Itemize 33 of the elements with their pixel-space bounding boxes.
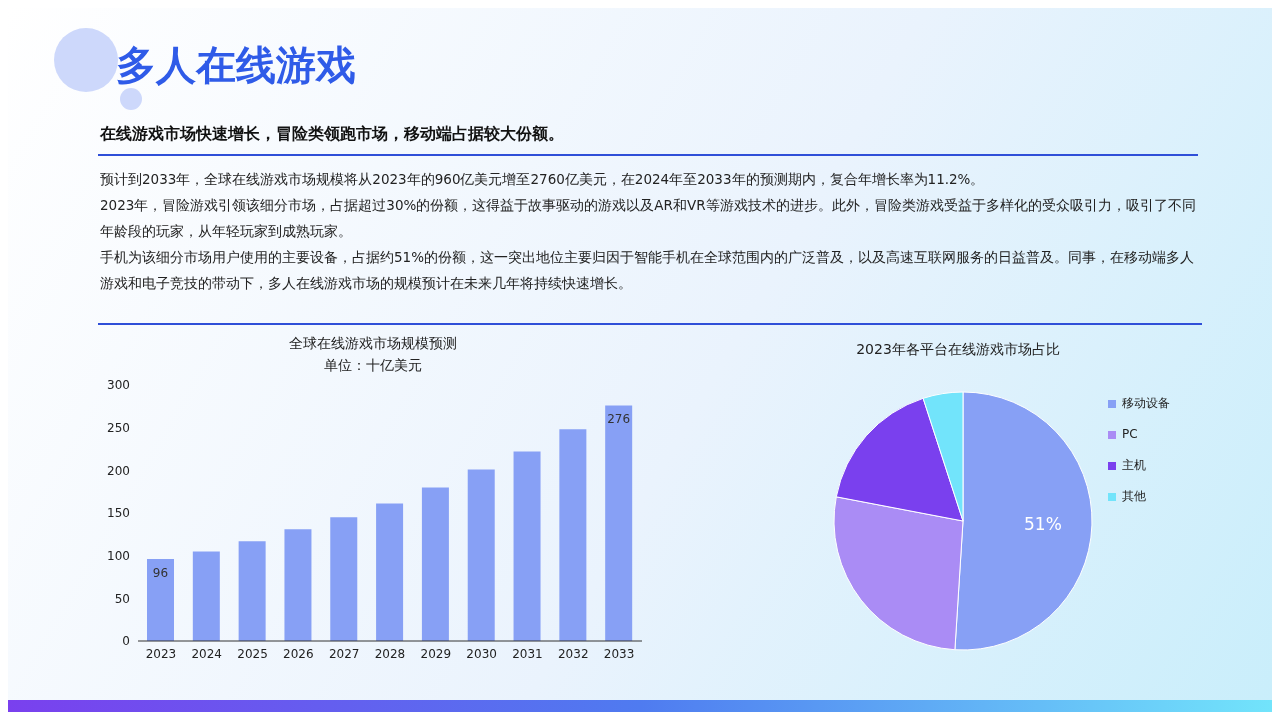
y-tick-label: 50 [114, 591, 130, 606]
y-tick-label: 100 [107, 548, 130, 563]
chart-title: 2023年各平台在线游戏市场占比 [855, 341, 1061, 359]
x-tick-label: 2024 [191, 646, 222, 661]
x-tick-label: 2029 [420, 646, 452, 661]
x-tick-label: 2031 [512, 646, 543, 661]
data-label: 51% [1024, 513, 1062, 534]
legend-label: 主机 [1122, 457, 1146, 474]
text: 在线游戏市场快速增长，冒险类领跑市场，移动端占据较大份额。 [100, 124, 564, 145]
slice-label: 移动设备 [1122, 395, 1170, 412]
legend-label: 其他 [1122, 488, 1146, 505]
x-tick-label: 2023 [145, 646, 177, 661]
text: 多人在线游戏 [116, 41, 356, 90]
data-label: 276 [607, 412, 631, 427]
y-tick-label: 250 [107, 420, 130, 435]
x-tick-label: 2033 [603, 646, 635, 661]
x-tick-label: 2030 [466, 646, 497, 661]
y-tick-label: 200 [107, 463, 130, 478]
chart-title: 全球在线游戏市场规模预测 [288, 335, 458, 353]
y-tick-label: 0 [122, 634, 130, 649]
x-tick-label: 2028 [374, 646, 406, 661]
text: 手机为该细分市场用户使用的主要设备，占据约51%的份额，这一突出地位主要归因于智能手机在全球范围内的广泛普及，以及高速互联网服务的日益普及。同事，在移动端多人游戏和电子竞技的带动下，多人在线游戏市场的规模预计在未来几年将持续快速增长。 [100, 248, 1195, 293]
x-tick-label: 2025 [237, 646, 268, 661]
data-label: 96 [152, 566, 169, 581]
text: 预计到2033年，全球在线游戏市场规模将从2023年的960亿美元增至2760亿美元，在2024年至2033年的预测期内，复合年增长率为11.2%。 [100, 170, 986, 189]
x-tick-label: 2032 [558, 646, 589, 661]
text: 2023年，冒险游戏引领该细分市场，占据超过30%的份额，这得益于故事驱动的游戏以及AR和VR等游戏技术的进步。此外，冒险类游戏受益于多样化的受众吸引力，吸引了不同年龄段的玩家，从年轻玩家到成熟玩家。 [100, 196, 1197, 241]
chart-subtitle: 单位：十亿美元 [323, 357, 423, 375]
y-tick-label: 300 [107, 378, 130, 393]
x-tick-label: 2027 [328, 646, 360, 661]
x-tick-label: 2026 [283, 646, 314, 661]
y-tick-label: 150 [107, 506, 130, 521]
legend-label: PC [1122, 426, 1138, 443]
